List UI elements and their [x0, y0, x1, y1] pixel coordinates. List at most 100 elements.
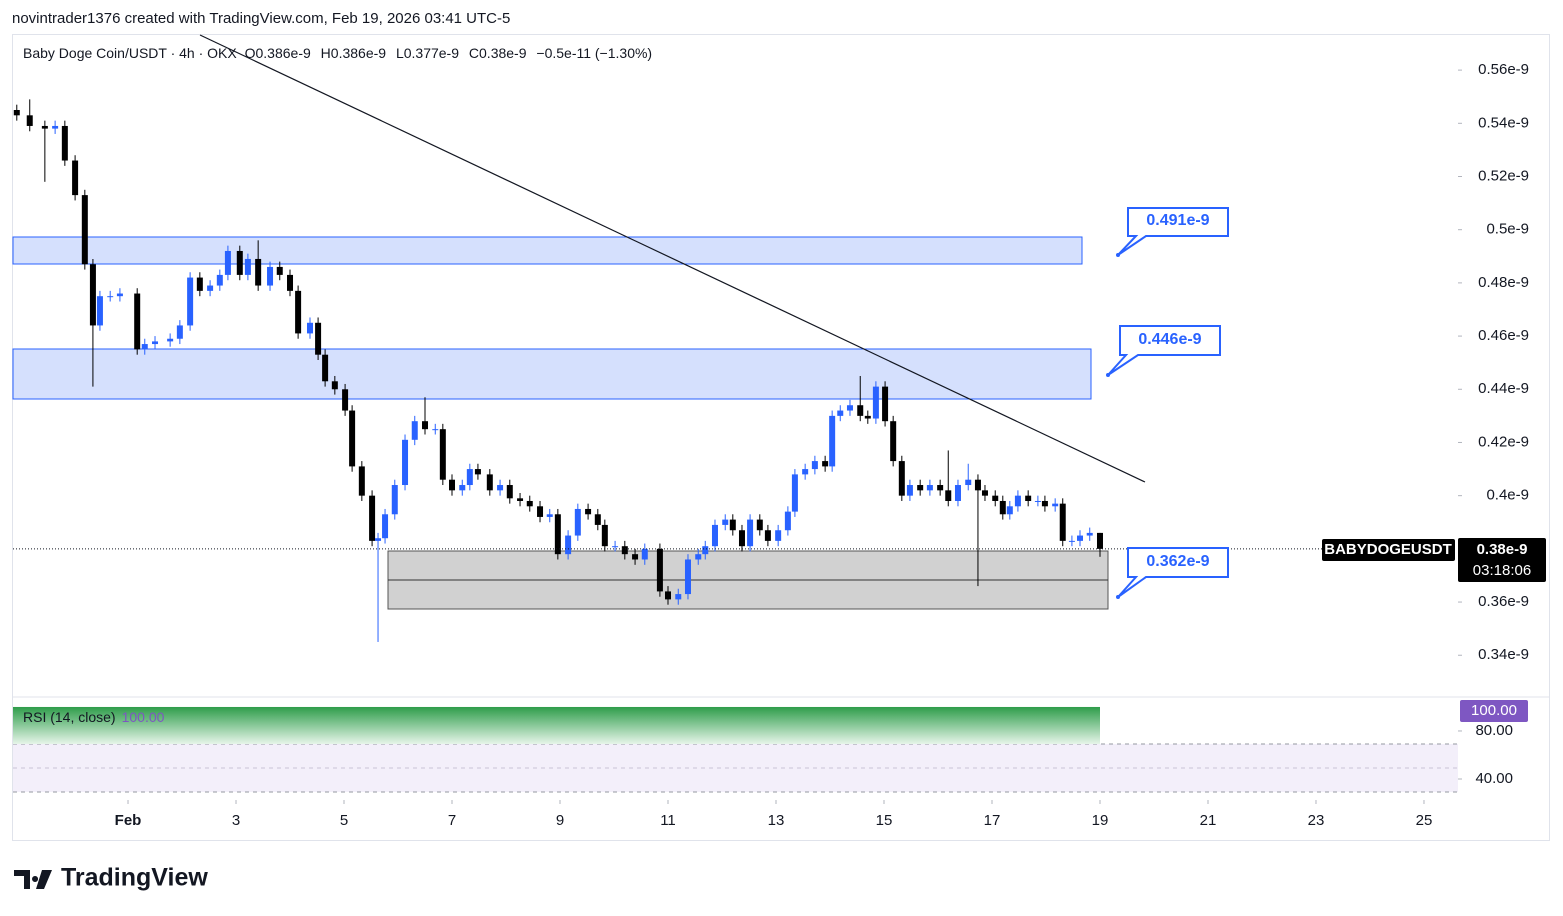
- candle-body: [72, 160, 79, 196]
- rsi-name: RSI (14, close): [23, 709, 116, 725]
- candle-body: [187, 277, 194, 326]
- y-tick-label: 0.44e-9: [1478, 380, 1529, 397]
- candle-body: [756, 519, 763, 531]
- brand-logo: TradingView: [14, 864, 208, 892]
- legend-close: C0.38e-9: [469, 45, 527, 61]
- countdown-label: 03:18:06: [1473, 562, 1531, 579]
- candle-body: [632, 554, 639, 560]
- callout-label: 0.362e-9: [1146, 553, 1209, 570]
- candle-body: [641, 548, 648, 560]
- symbol-badge: [1322, 539, 1455, 561]
- candle-body: [331, 381, 338, 390]
- candle-body: [167, 338, 174, 342]
- candle-body: [52, 125, 59, 129]
- rsi-tick-label: 80.00: [1475, 722, 1513, 739]
- y-tick-label: 0.46e-9: [1478, 327, 1529, 344]
- candle-body: [1077, 535, 1084, 541]
- candle-body: [722, 519, 729, 525]
- x-tick-label: Feb: [115, 812, 142, 829]
- legend-high: H0.386e-9: [321, 45, 387, 61]
- y-tick-label: 0.42e-9: [1478, 433, 1529, 450]
- candle-body: [439, 429, 446, 480]
- candle-body: [402, 439, 409, 486]
- rsi-value-badge: [1460, 700, 1528, 722]
- brand-name: TradingView: [61, 864, 208, 892]
- candle-body: [612, 546, 619, 548]
- candle-body: [466, 469, 473, 486]
- candle-body: [349, 410, 356, 467]
- callout: 0.446e-9: [1106, 325, 1221, 377]
- candle-body: [13, 110, 20, 116]
- callout-dot: [1116, 595, 1120, 599]
- candle-body: [1025, 495, 1032, 501]
- x-tick-label: 19: [1092, 812, 1109, 829]
- candle-body: [358, 466, 365, 496]
- candle-body: [945, 490, 952, 501]
- candle-body: [432, 429, 439, 431]
- candle-body: [342, 389, 349, 411]
- last-price-badge: [1458, 538, 1546, 582]
- candle-body: [621, 546, 628, 555]
- symbol-label: BABYDOGEUSDT: [1324, 541, 1452, 558]
- candle-body: [506, 485, 513, 499]
- candle-body: [872, 386, 879, 419]
- candle-body: [287, 274, 294, 291]
- candle-body: [601, 524, 608, 547]
- candle-body: [594, 514, 601, 525]
- candle-body: [26, 115, 33, 126]
- rsi-legend: RSI (14, close) 100.00: [23, 709, 165, 725]
- candle-body: [585, 508, 592, 515]
- brand-icon: [14, 870, 52, 889]
- candle-body: [459, 485, 466, 491]
- candle-body: [422, 421, 429, 430]
- candle-body: [574, 508, 581, 536]
- y-tick-label: 0.52e-9: [1478, 167, 1529, 184]
- candle-body: [937, 485, 944, 491]
- candle-body: [517, 498, 524, 501]
- candle-body: [486, 474, 493, 491]
- candle-body: [702, 546, 709, 555]
- x-tick-label: 13: [768, 812, 785, 829]
- candle-body: [134, 293, 141, 350]
- x-tick-label: 9: [556, 812, 564, 829]
- candle-body: [822, 461, 829, 467]
- candle-body: [729, 519, 736, 531]
- candle-body: [474, 469, 481, 475]
- candle-body: [981, 490, 988, 496]
- y-tick-label: 0.48e-9: [1478, 274, 1529, 291]
- candle-body: [791, 474, 798, 512]
- candle-body: [196, 277, 203, 291]
- candle-body: [965, 479, 972, 486]
- x-tick-label: 7: [448, 812, 456, 829]
- candle-body: [255, 258, 262, 286]
- candle-body: [926, 485, 933, 491]
- y-tick-label: 0.5e-9: [1486, 221, 1529, 238]
- candle-body: [1014, 495, 1021, 507]
- x-tick-label: 11: [660, 812, 676, 829]
- candle-body: [61, 125, 68, 161]
- candle-body: [96, 296, 103, 326]
- candle-body: [857, 405, 864, 416]
- candle-body: [802, 469, 809, 475]
- candle-body: [829, 415, 836, 467]
- legend-open: O0.386e-9: [245, 45, 311, 61]
- callout-dot: [1116, 253, 1120, 257]
- candle-body: [554, 514, 561, 555]
- x-tick-label: 17: [984, 812, 1001, 829]
- candle-body: [306, 322, 313, 334]
- candle-body: [684, 559, 691, 595]
- candle-body: [1059, 503, 1066, 541]
- callout: 0.491e-9: [1116, 207, 1229, 257]
- y-tick-label: 0.34e-9: [1478, 646, 1529, 663]
- candle-body: [537, 506, 544, 517]
- candle-body: [391, 485, 398, 515]
- candle-body: [656, 548, 663, 592]
- candle-body: [738, 530, 745, 547]
- x-tick-label: 5: [340, 812, 348, 829]
- candle-body: [764, 530, 771, 541]
- candle-body: [116, 293, 123, 297]
- x-tick-label: 25: [1416, 812, 1433, 829]
- candle-body: [665, 591, 672, 600]
- x-tick-label: 15: [876, 812, 893, 829]
- header: novintrader1376 created with TradingView…: [12, 10, 510, 27]
